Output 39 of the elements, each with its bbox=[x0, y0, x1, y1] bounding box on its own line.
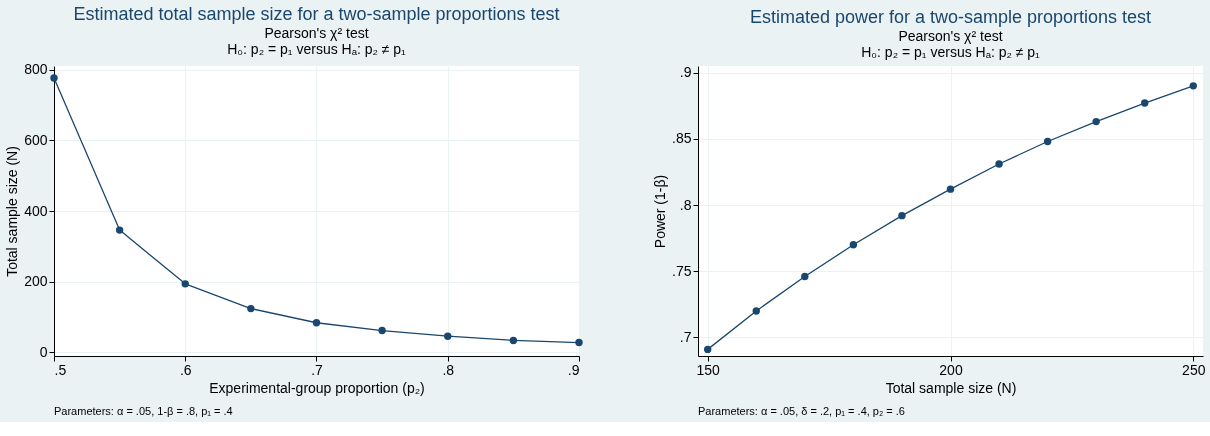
point bbox=[801, 272, 809, 281]
chart-subtitle: Pearson's χ² test H₀: p₂ = p₁ versus Hₐ: p₂ ≠ p₁ bbox=[227, 24, 407, 57]
chart-subtitle: Pearson's χ² test H₀: p₂ = p₁ versus Hₐ: p₂ ≠ p₁ bbox=[861, 27, 1041, 60]
y-tick-label: 0 bbox=[39, 343, 48, 360]
point bbox=[704, 345, 712, 354]
y-tick-label: 200 bbox=[24, 273, 48, 290]
x-tick-label: 250 bbox=[1182, 361, 1206, 378]
x-tick-label: 200 bbox=[939, 361, 963, 378]
x-tick-label: .6 bbox=[179, 361, 192, 378]
y-tick-label: .9 bbox=[679, 64, 692, 81]
y-tick-label: .7 bbox=[679, 328, 692, 345]
x-axis-title: Total sample size (N) bbox=[885, 379, 1017, 396]
point bbox=[849, 241, 858, 249]
y-axis-title: Power (1-β) bbox=[652, 174, 669, 249]
point bbox=[898, 211, 906, 220]
y-tick-label: .8 bbox=[679, 196, 692, 213]
text: Parameters: α = .05, 1-β = .8, p₁ = .4 bbox=[54, 405, 233, 417]
y-tick-label: 600 bbox=[24, 131, 48, 148]
x-tick-label: .5 bbox=[54, 361, 67, 378]
point bbox=[946, 185, 955, 193]
chart-title: Estimated power for a two-sample proportions test bbox=[749, 6, 1152, 27]
chart-title: Estimated total sample size for a two-sample proportions test bbox=[73, 3, 560, 24]
point bbox=[1189, 82, 1197, 90]
x-tick-label: 150 bbox=[696, 361, 721, 378]
point bbox=[752, 307, 760, 315]
point bbox=[1043, 137, 1052, 146]
y-tick-label: 800 bbox=[24, 61, 48, 78]
y-tick-label: .85 bbox=[672, 130, 692, 147]
point bbox=[1092, 117, 1100, 126]
point bbox=[1141, 99, 1149, 107]
x-tick-label: .8 bbox=[442, 361, 455, 378]
y-tick-label: .75 bbox=[672, 262, 692, 279]
x-tick-label: .9 bbox=[567, 361, 580, 378]
text: Parameters: α = .05, δ = .2, p₁ = .4, p₂ = .6 bbox=[698, 405, 905, 417]
point bbox=[995, 160, 1003, 168]
x-axis-title: Experimental-group proportion (p₂) bbox=[209, 379, 425, 396]
y-tick-label: 400 bbox=[24, 202, 48, 219]
x-tick-label: .7 bbox=[311, 361, 324, 378]
y-axis-title: Total sample size (N) bbox=[4, 146, 21, 277]
